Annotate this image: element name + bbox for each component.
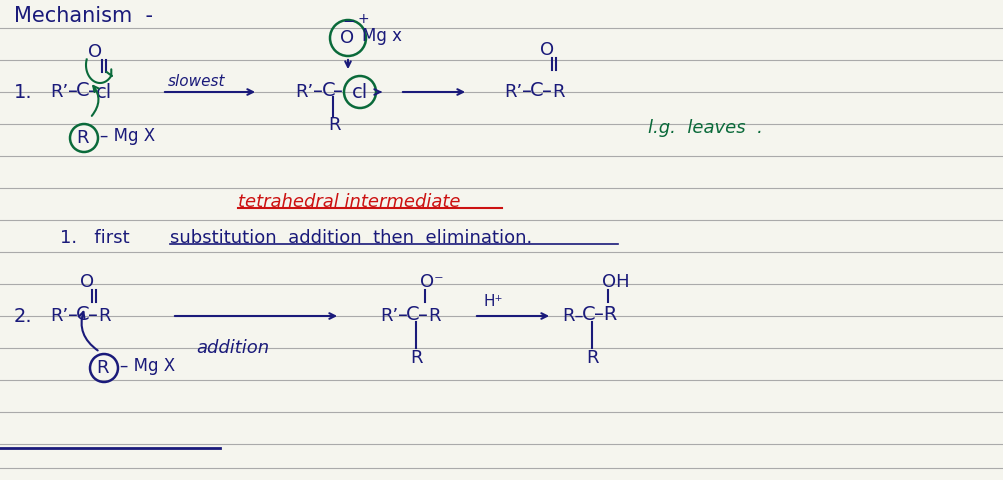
Text: l.g.  leaves  .: l.g. leaves . (647, 119, 762, 137)
Text: R: R (96, 359, 108, 377)
Text: R: R (409, 349, 422, 367)
Text: R: R (328, 116, 340, 134)
Text: cl: cl (352, 83, 368, 101)
Text: –: – (313, 82, 323, 100)
Text: –: – (542, 82, 552, 100)
Text: tetrahedral intermediate: tetrahedral intermediate (238, 193, 460, 211)
Text: O⁻: O⁻ (419, 273, 443, 291)
Text: –: – (68, 82, 78, 100)
Text: R: R (76, 129, 88, 147)
Text: R–: R– (562, 307, 583, 325)
Text: Mechanism  -: Mechanism - (14, 6, 152, 26)
Text: – Mg X: – Mg X (120, 357, 175, 375)
Text: 2.: 2. (14, 307, 32, 325)
Text: O: O (340, 29, 354, 47)
Text: – Mg X: – Mg X (100, 127, 155, 145)
Text: R’: R’ (50, 83, 68, 101)
Text: O: O (80, 273, 94, 291)
Text: C: C (76, 304, 89, 324)
Text: R: R (552, 83, 564, 101)
Text: R: R (98, 307, 110, 325)
Text: cl: cl (96, 83, 112, 101)
Text: –: – (522, 82, 532, 100)
Text: R’: R’ (504, 83, 522, 101)
Text: R: R (427, 307, 440, 325)
Text: C: C (582, 304, 595, 324)
Text: O: O (540, 41, 554, 59)
Text: substitution  addition  then  elimination.: substitution addition then elimination. (170, 229, 532, 247)
Text: C: C (322, 81, 335, 99)
Text: C: C (530, 81, 543, 99)
Text: R’: R’ (295, 83, 313, 101)
Text: 1.: 1. (14, 83, 32, 101)
Text: −: − (342, 14, 354, 29)
Text: C: C (405, 304, 419, 324)
Text: –R: –R (594, 305, 617, 324)
Text: R’: R’ (379, 307, 398, 325)
Text: C: C (76, 81, 89, 99)
Text: R: R (586, 349, 598, 367)
Text: 1.   first: 1. first (60, 229, 146, 247)
Text: +: + (358, 12, 369, 26)
Text: –: – (417, 305, 427, 324)
Text: –: – (88, 305, 97, 324)
Text: OH: OH (602, 273, 629, 291)
Text: O: O (88, 43, 102, 61)
Text: R’: R’ (50, 307, 68, 325)
Text: –: – (68, 305, 78, 324)
Text: –: – (88, 82, 97, 100)
Text: addition: addition (196, 339, 269, 357)
Text: –: – (333, 82, 343, 100)
Text: slowest: slowest (168, 74, 226, 89)
Text: –: – (397, 305, 407, 324)
Text: H⁺: H⁺ (483, 295, 503, 310)
Text: Mg x: Mg x (362, 27, 401, 45)
